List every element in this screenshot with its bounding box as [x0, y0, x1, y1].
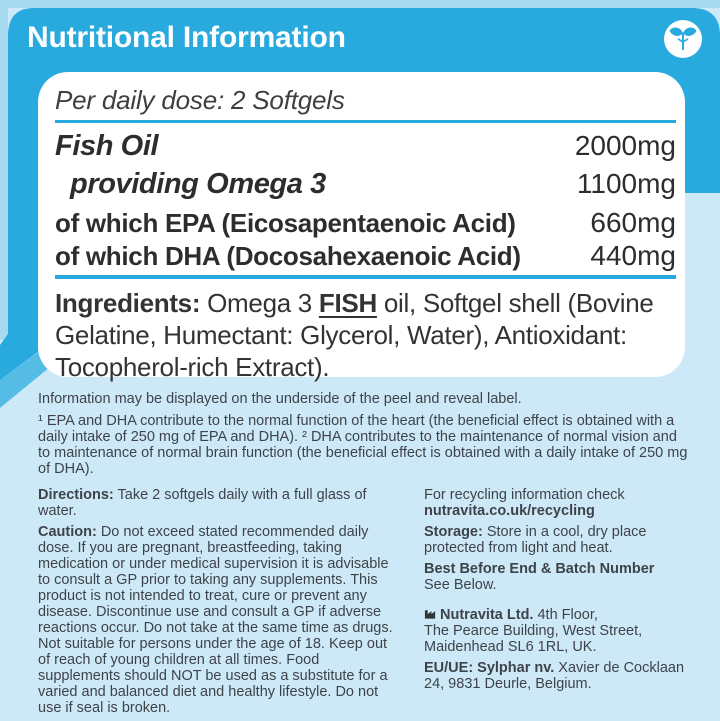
nutrition-facts-card: Per daily dose: 2 Softgels Fish Oil 2000m… — [38, 72, 685, 382]
divider — [55, 275, 676, 279]
divider — [55, 120, 676, 123]
epa-dha-footnote: ¹ EPA and DHA contribute to the normal f… — [38, 413, 688, 477]
ingredients-text: Ingredients: Omega 3 FISH oil, Softgel s… — [55, 288, 654, 382]
uk-address: Nutravita Ltd. 4th Floor, The Pearce Buil… — [424, 607, 702, 655]
factory-icon — [424, 610, 436, 619]
uk-address-text: Nutravita Ltd. 4th Floor, The Pearce Buil… — [424, 607, 643, 655]
nutrient-value: 440mg — [590, 240, 676, 271]
info-column: For recycling information check nutravita… — [424, 487, 702, 697]
page-title: Nutritional Information — [27, 21, 346, 54]
recycling-text: For recycling information check nutravita… — [424, 487, 625, 519]
nutrient-label: of which EPA (Eicosapentaenoic Acid) — [55, 208, 516, 238]
storage-text: Storage: Store in a cool, dry place prot… — [424, 524, 647, 556]
directions-text: Directions: Take 2 softgels daily with a… — [38, 487, 367, 519]
seedling-icon — [664, 20, 702, 58]
nutrient-value: 660mg — [590, 207, 676, 238]
nutrient-row: of which DHA (Docosahexaenoic Acid) 440mg — [55, 241, 676, 271]
nutrient-label: providing Omega 3 — [70, 168, 326, 200]
nutrient-label: of which DHA (Docosahexaenoic Acid) — [55, 241, 521, 271]
directions-caution-column: Directions: Take 2 softgels daily with a… — [38, 487, 396, 721]
nutrient-row: Fish Oil 2000mg — [55, 129, 676, 163]
nutrient-row: of which EPA (Eicosapentaenoic Acid) 660m… — [55, 208, 676, 238]
best-before-text: Best Before End & Batch Number See Below. — [424, 561, 655, 593]
nutrient-table: Fish Oil 2000mg providing Omega 3 1100mg of … — [55, 129, 676, 271]
nutrient-row: providing Omega 3 1100mg — [55, 167, 676, 201]
eu-address: EU/UE: Sylphar nv. Xavier de Cocklaan 24… — [424, 660, 685, 692]
nutrient-value: 2000mg — [574, 130, 676, 161]
caution-text: Caution: Do not exceed stated recommende… — [38, 524, 393, 716]
nutrient-label: Fish Oil — [55, 130, 159, 162]
nutrient-value: 1100mg — [576, 168, 676, 199]
per-daily-dose: Per daily dose: 2 Softgels — [55, 85, 345, 115]
peel-note: Information may be displayed on the unde… — [38, 391, 522, 407]
